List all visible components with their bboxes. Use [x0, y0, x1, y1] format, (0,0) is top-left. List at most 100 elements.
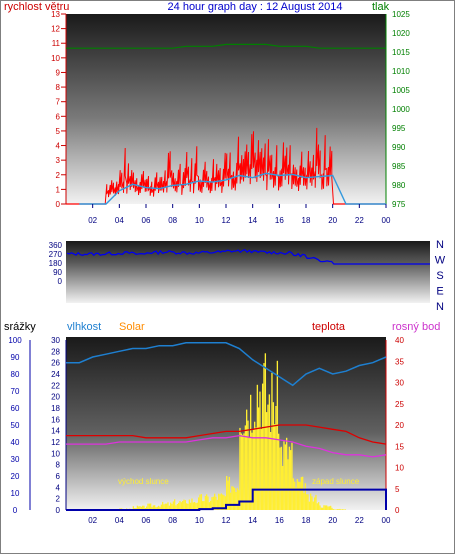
- solar-bar: [151, 506, 153, 510]
- x-tick-label: 08: [168, 216, 177, 225]
- solar-bar: [274, 424, 276, 510]
- solar-bar: [328, 506, 331, 510]
- x-tick-label: 02: [88, 516, 97, 525]
- solar-bar: [148, 503, 151, 510]
- pressure-tick-label: 980: [392, 181, 406, 190]
- direction-tick-label: 360: [49, 241, 63, 250]
- direction-panel-bg: [66, 241, 430, 303]
- solar-bar: [154, 505, 156, 510]
- solar-bar: [283, 441, 285, 510]
- solar-bar: [271, 372, 273, 510]
- solar-bar: [210, 500, 212, 510]
- solar-bar: [186, 503, 188, 510]
- solar-bar: [171, 503, 173, 510]
- solar-bar: [250, 394, 252, 510]
- solar-bar: [136, 505, 139, 510]
- solar-bar: [223, 495, 225, 510]
- solar-bar: [234, 487, 236, 510]
- solar-bar: [255, 427, 257, 510]
- solar-bar: [147, 503, 149, 510]
- humidity-tick-label: 16: [51, 415, 60, 424]
- wind-tick-label: 10: [51, 54, 60, 63]
- humidity-tick-label: 14: [51, 427, 60, 436]
- compass-label: W: [435, 255, 446, 267]
- solar-bar: [227, 480, 229, 510]
- solar-bar: [312, 501, 315, 510]
- solar-bar: [143, 505, 145, 510]
- solar-bar: [156, 506, 159, 510]
- solar-bar: [262, 383, 264, 510]
- solar-bar: [236, 488, 239, 510]
- solar-bar: [190, 502, 192, 510]
- temp-axis-label: teplota: [312, 321, 346, 333]
- temp-tick-label: 10: [395, 464, 404, 473]
- pressure-tick-label: 1015: [392, 48, 410, 57]
- solar-bar: [191, 498, 193, 510]
- wind-tick-label: 1: [56, 185, 61, 194]
- solar-bar: [158, 505, 160, 510]
- solar-bar: [327, 506, 329, 510]
- solar-bar: [170, 502, 172, 510]
- solar-bar: [212, 496, 215, 510]
- solar-bar: [163, 504, 165, 510]
- solar-bar: [242, 434, 244, 510]
- solar-bar: [263, 363, 265, 510]
- humidity-axis-label: vlhkost: [67, 321, 101, 333]
- solar-bar: [267, 404, 269, 510]
- direction-series: [66, 248, 430, 265]
- pressure-tick-label: 990: [392, 143, 406, 152]
- humidity-tick-label: 8: [56, 461, 61, 470]
- solar-bar: [195, 503, 197, 510]
- wind-average-series: [79, 172, 386, 205]
- solar-bar: [331, 507, 333, 510]
- pressure-tick-label: 1010: [392, 67, 410, 76]
- solar-bar: [306, 494, 308, 510]
- solar-bar: [254, 421, 256, 510]
- solar-bar: [303, 492, 305, 510]
- solar-bar: [324, 505, 327, 510]
- wind-tick-label: 4: [56, 142, 61, 151]
- x-tick-label: 00: [382, 516, 391, 525]
- solar-bar: [239, 427, 241, 510]
- solar-bar: [174, 499, 176, 510]
- humidity-tick-label: 30: [51, 336, 60, 345]
- rain-tick-label: 0: [13, 506, 18, 515]
- wind-tick-label: 6: [56, 112, 61, 121]
- humidity-tick-label: 6: [56, 472, 61, 481]
- solar-bar: [192, 502, 195, 510]
- rain-tick-label: 50: [11, 421, 20, 430]
- solar-bar: [226, 476, 228, 510]
- wind-tick-label: 7: [56, 98, 61, 107]
- wind-tick-label: 8: [56, 83, 61, 92]
- solar-bar: [194, 502, 196, 510]
- rain-tick-label: 80: [11, 370, 20, 379]
- solar-bar: [167, 502, 169, 510]
- rain-axis-label: srážky: [4, 321, 36, 333]
- solar-bar: [332, 509, 335, 510]
- pressure-tick-label: 975: [392, 200, 406, 209]
- solar-bar: [224, 496, 227, 510]
- temp-tick-label: 20: [395, 421, 404, 430]
- temp-tick-label: 30: [395, 379, 404, 388]
- direction-tick-label: 90: [53, 268, 62, 277]
- solar-bar: [208, 502, 211, 510]
- temp-tick-label: 5: [395, 485, 400, 494]
- solar-bar: [140, 506, 143, 510]
- solar-bar: [183, 499, 185, 510]
- solar-bar: [175, 505, 177, 510]
- x-tick-label: 16: [275, 216, 284, 225]
- rain-series: [66, 488, 387, 511]
- x-tick-label: 06: [142, 516, 151, 525]
- rain-tick-label: 90: [11, 353, 20, 362]
- solar-bar: [335, 509, 337, 510]
- solar-bar: [246, 409, 248, 510]
- solar-bar: [182, 501, 184, 510]
- solar-bar: [252, 429, 255, 510]
- wind-tick-label: 5: [56, 127, 61, 136]
- solar-bar: [146, 506, 148, 510]
- solar-bar: [318, 502, 320, 510]
- pressure-tick-label: 995: [392, 124, 406, 133]
- temp-tick-label: 25: [395, 400, 404, 409]
- solar-bar: [272, 402, 275, 510]
- solar-bar: [200, 494, 203, 510]
